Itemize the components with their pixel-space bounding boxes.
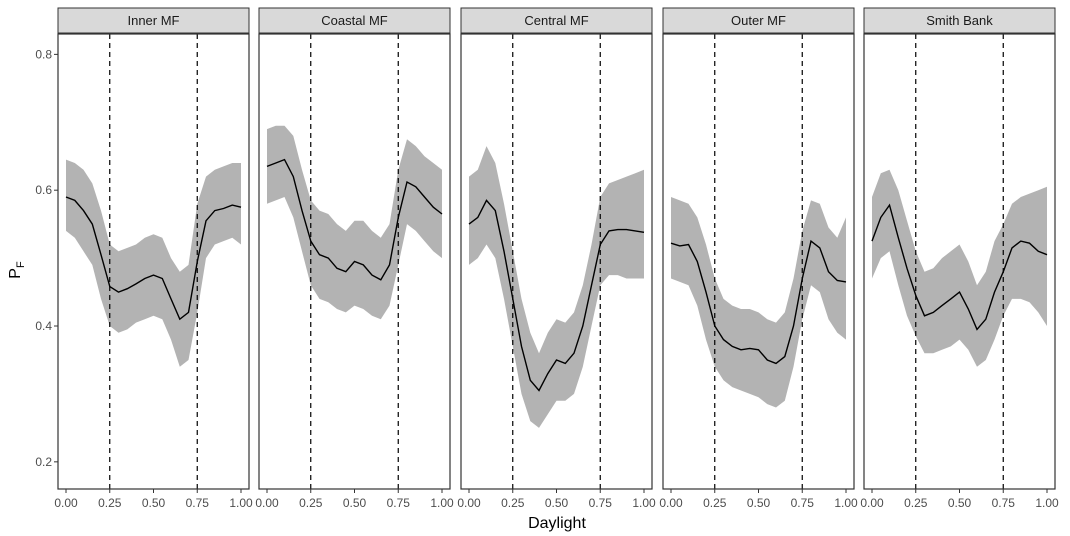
x-tick-label: 1.00 — [430, 496, 454, 510]
x-tick-label: 1.00 — [1035, 496, 1059, 510]
x-tick-label: 0.25 — [703, 496, 727, 510]
x-tick-label: 0.50 — [545, 496, 569, 510]
x-tick-label: 0.75 — [791, 496, 815, 510]
panel-strip-label: Coastal MF — [321, 13, 388, 28]
y-axis: 0.2 0.4 0.6 0.8 — [35, 47, 58, 469]
x-axis-title: Daylight — [528, 515, 586, 532]
series-line — [670, 239, 847, 365]
x-tick-label: 0.50 — [142, 496, 166, 510]
y-axis-title-main: P — [7, 268, 24, 279]
x-tick-label: 0.25 — [299, 496, 323, 510]
y-tick-label: 0.2 — [35, 455, 52, 469]
x-tick-label: 0.25 — [904, 496, 928, 510]
panel-inner-mf: Inner MF 0.00 0.25 0.50 0.75 1.00 — [54, 7, 253, 510]
x-tick-label: 0.00 — [860, 496, 884, 510]
confidence-ribbon — [671, 197, 846, 408]
y-tick-label: 0.6 — [35, 183, 52, 197]
x-tick-label: 1.00 — [229, 496, 253, 510]
x-tick-label: 0.00 — [255, 496, 279, 510]
x-tick-label: 0.50 — [343, 496, 367, 510]
panel-smith-bank: Smith Bank 0.00 0.25 0.50 0.75 1.00 — [860, 7, 1059, 510]
x-tick-label: 0.75 — [387, 496, 411, 510]
y-tick-label: 0.4 — [35, 319, 52, 333]
panel-strip-label: Smith Bank — [926, 13, 993, 28]
panel-coastal-mf: Coastal MF 0.00 0.25 0.50 0.75 1.00 — [255, 7, 454, 510]
series-line — [266, 158, 443, 281]
x-tick-label: 1.00 — [834, 496, 858, 510]
x-tick-label: 0.00 — [457, 496, 481, 510]
panel-strip — [662, 7, 855, 34]
panel-outer-mf: Outer MF 0.00 0.25 0.50 0.75 1.00 — [659, 7, 858, 510]
panel-strip-label: Central MF — [524, 13, 588, 28]
chart-panels: Inner MF 0.00 0.25 0.50 0.75 1.00 Coastal MF 0.… — [54, 7, 1059, 510]
x-tick-label: 0.00 — [659, 496, 683, 510]
series-line — [65, 196, 242, 321]
x-tick-label: 0.25 — [98, 496, 122, 510]
panel-strip — [863, 7, 1056, 34]
y-tick-label: 0.8 — [35, 47, 52, 61]
panel-strip — [460, 7, 653, 34]
series-line — [468, 199, 645, 392]
series-line — [871, 203, 1048, 331]
y-axis-title-subscript: F — [15, 261, 27, 268]
x-tick-label: 1.00 — [632, 496, 656, 510]
panel-strip-label: Inner MF — [127, 13, 179, 28]
x-tick-label: 0.25 — [501, 496, 525, 510]
x-tick-label: 0.75 — [589, 496, 613, 510]
x-tick-label: 0.00 — [54, 496, 78, 510]
x-tick-label: 0.75 — [992, 496, 1016, 510]
panel-strip — [57, 7, 250, 34]
x-tick-label: 0.50 — [948, 496, 972, 510]
x-tick-label: 0.50 — [747, 496, 771, 510]
y-axis-title: PF — [7, 261, 27, 279]
panel-strip — [258, 7, 451, 34]
panel-strip-label: Outer MF — [731, 13, 786, 28]
x-tick-label: 0.75 — [186, 496, 210, 510]
panel-central-mf: Central MF 0.00 0.25 0.50 0.75 1.00 — [457, 7, 656, 510]
